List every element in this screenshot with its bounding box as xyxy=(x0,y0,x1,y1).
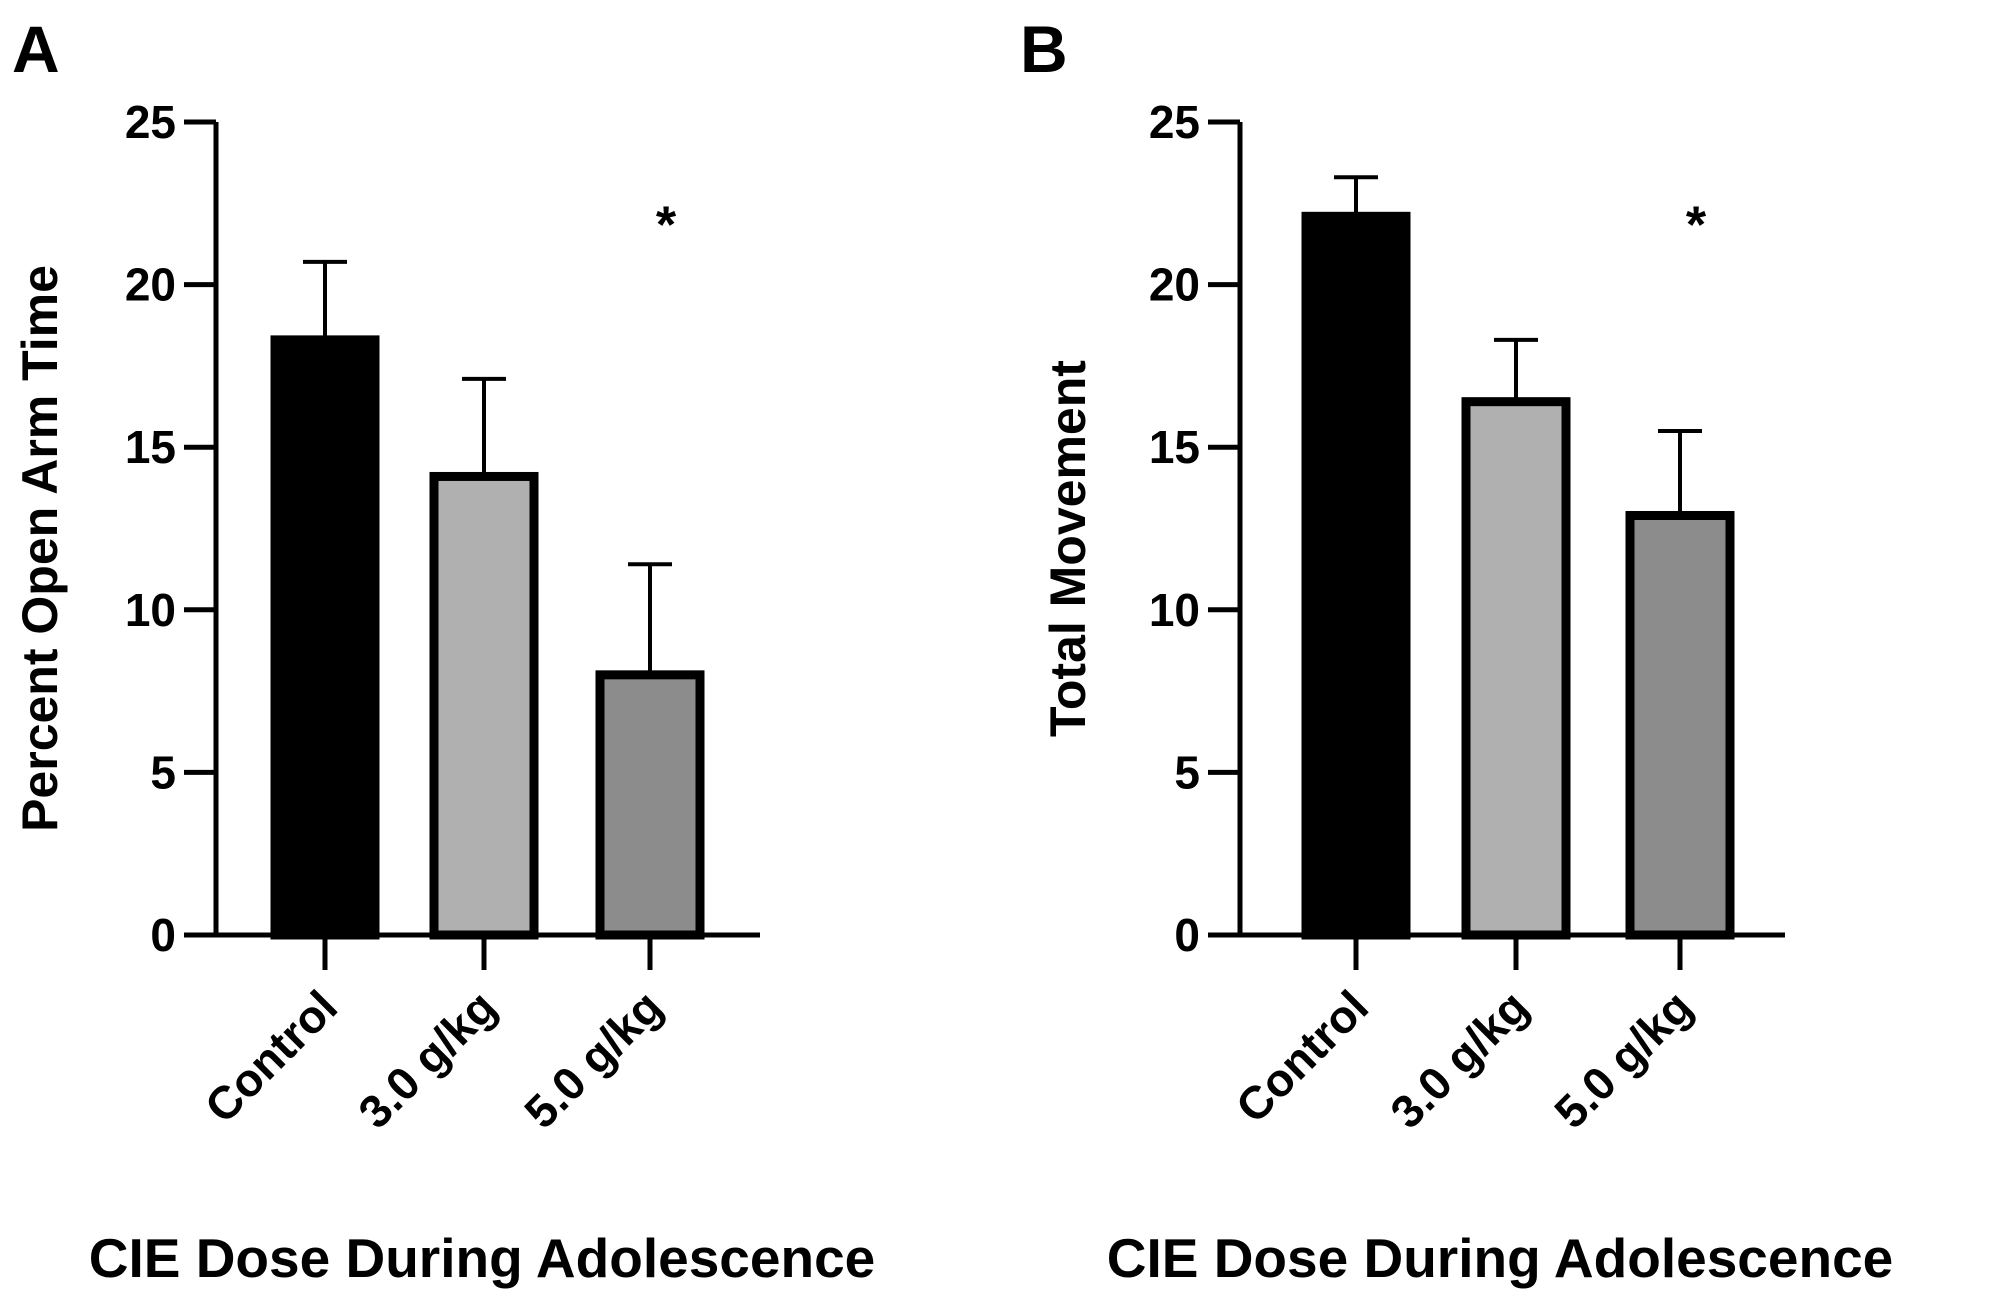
a-error-bar-0 xyxy=(303,259,347,340)
b-ytick-label-2: 10 xyxy=(1149,584,1200,636)
a-ytick-label-3: 15 xyxy=(125,421,176,473)
panel-a-letter: A xyxy=(12,12,60,86)
b-ytick-label-5: 25 xyxy=(1149,96,1200,148)
a-error-bar-2 xyxy=(628,562,672,675)
a-ytick-label-5: 25 xyxy=(125,96,176,148)
b-bar-0 xyxy=(1301,211,1411,940)
b-category-label-1: 3.0 g/kg xyxy=(1380,980,1538,1138)
b-y-axis-title: Total Movement xyxy=(1040,360,1096,737)
a-category-label-0: Control xyxy=(195,980,347,1132)
a-category-label-1: 3.0 g/kg xyxy=(348,980,506,1138)
b-ytick-label-4: 20 xyxy=(1149,259,1200,311)
b-ytick-label-0: 0 xyxy=(1174,909,1200,961)
panel-a-chart: A * 0 5 10 15 20 25 Control 3.0 g/kg 5.0 g/kg Perc… xyxy=(12,12,875,1289)
b-error-bar-2 xyxy=(1658,428,1702,516)
panel-b-chart: B * 0 5 10 15 20 25 Control 3.0 g/kg 5.0 g/kg Tota… xyxy=(1020,12,1893,1289)
b-error-bar-1 xyxy=(1494,337,1538,402)
a-ytick-label-1: 5 xyxy=(150,746,176,798)
b-category-label-0: Control xyxy=(1226,980,1378,1132)
a-bar-2 xyxy=(595,670,705,940)
b-x-axis-title: CIE Dose During Adolescence xyxy=(1107,1227,1894,1289)
a-error-bar-1 xyxy=(462,376,506,477)
a-ytick-label-4: 20 xyxy=(125,259,176,311)
a-ytick-label-2: 10 xyxy=(125,584,176,636)
a-bar-1 xyxy=(429,471,539,940)
b-bar-2 xyxy=(1625,510,1735,940)
b-bar-1 xyxy=(1461,397,1571,940)
a-bar-0 xyxy=(270,335,380,940)
a-category-label-2: 5.0 g/kg xyxy=(514,980,672,1138)
b-ytick-label-1: 5 xyxy=(1174,746,1200,798)
b-ytick-label-3: 15 xyxy=(1149,421,1200,473)
a-x-axis-title: CIE Dose During Adolescence xyxy=(89,1227,876,1289)
b-error-bar-0 xyxy=(1334,175,1378,217)
panel-b-letter: B xyxy=(1020,12,1068,86)
a-y-axis-title: Percent Open Arm Time xyxy=(12,265,68,832)
b-category-label-2: 5.0 g/kg xyxy=(1544,980,1702,1138)
a-significance-marker-2: * xyxy=(656,196,677,254)
a-ytick-label-0: 0 xyxy=(150,909,176,961)
b-significance-marker-2: * xyxy=(1686,196,1707,254)
